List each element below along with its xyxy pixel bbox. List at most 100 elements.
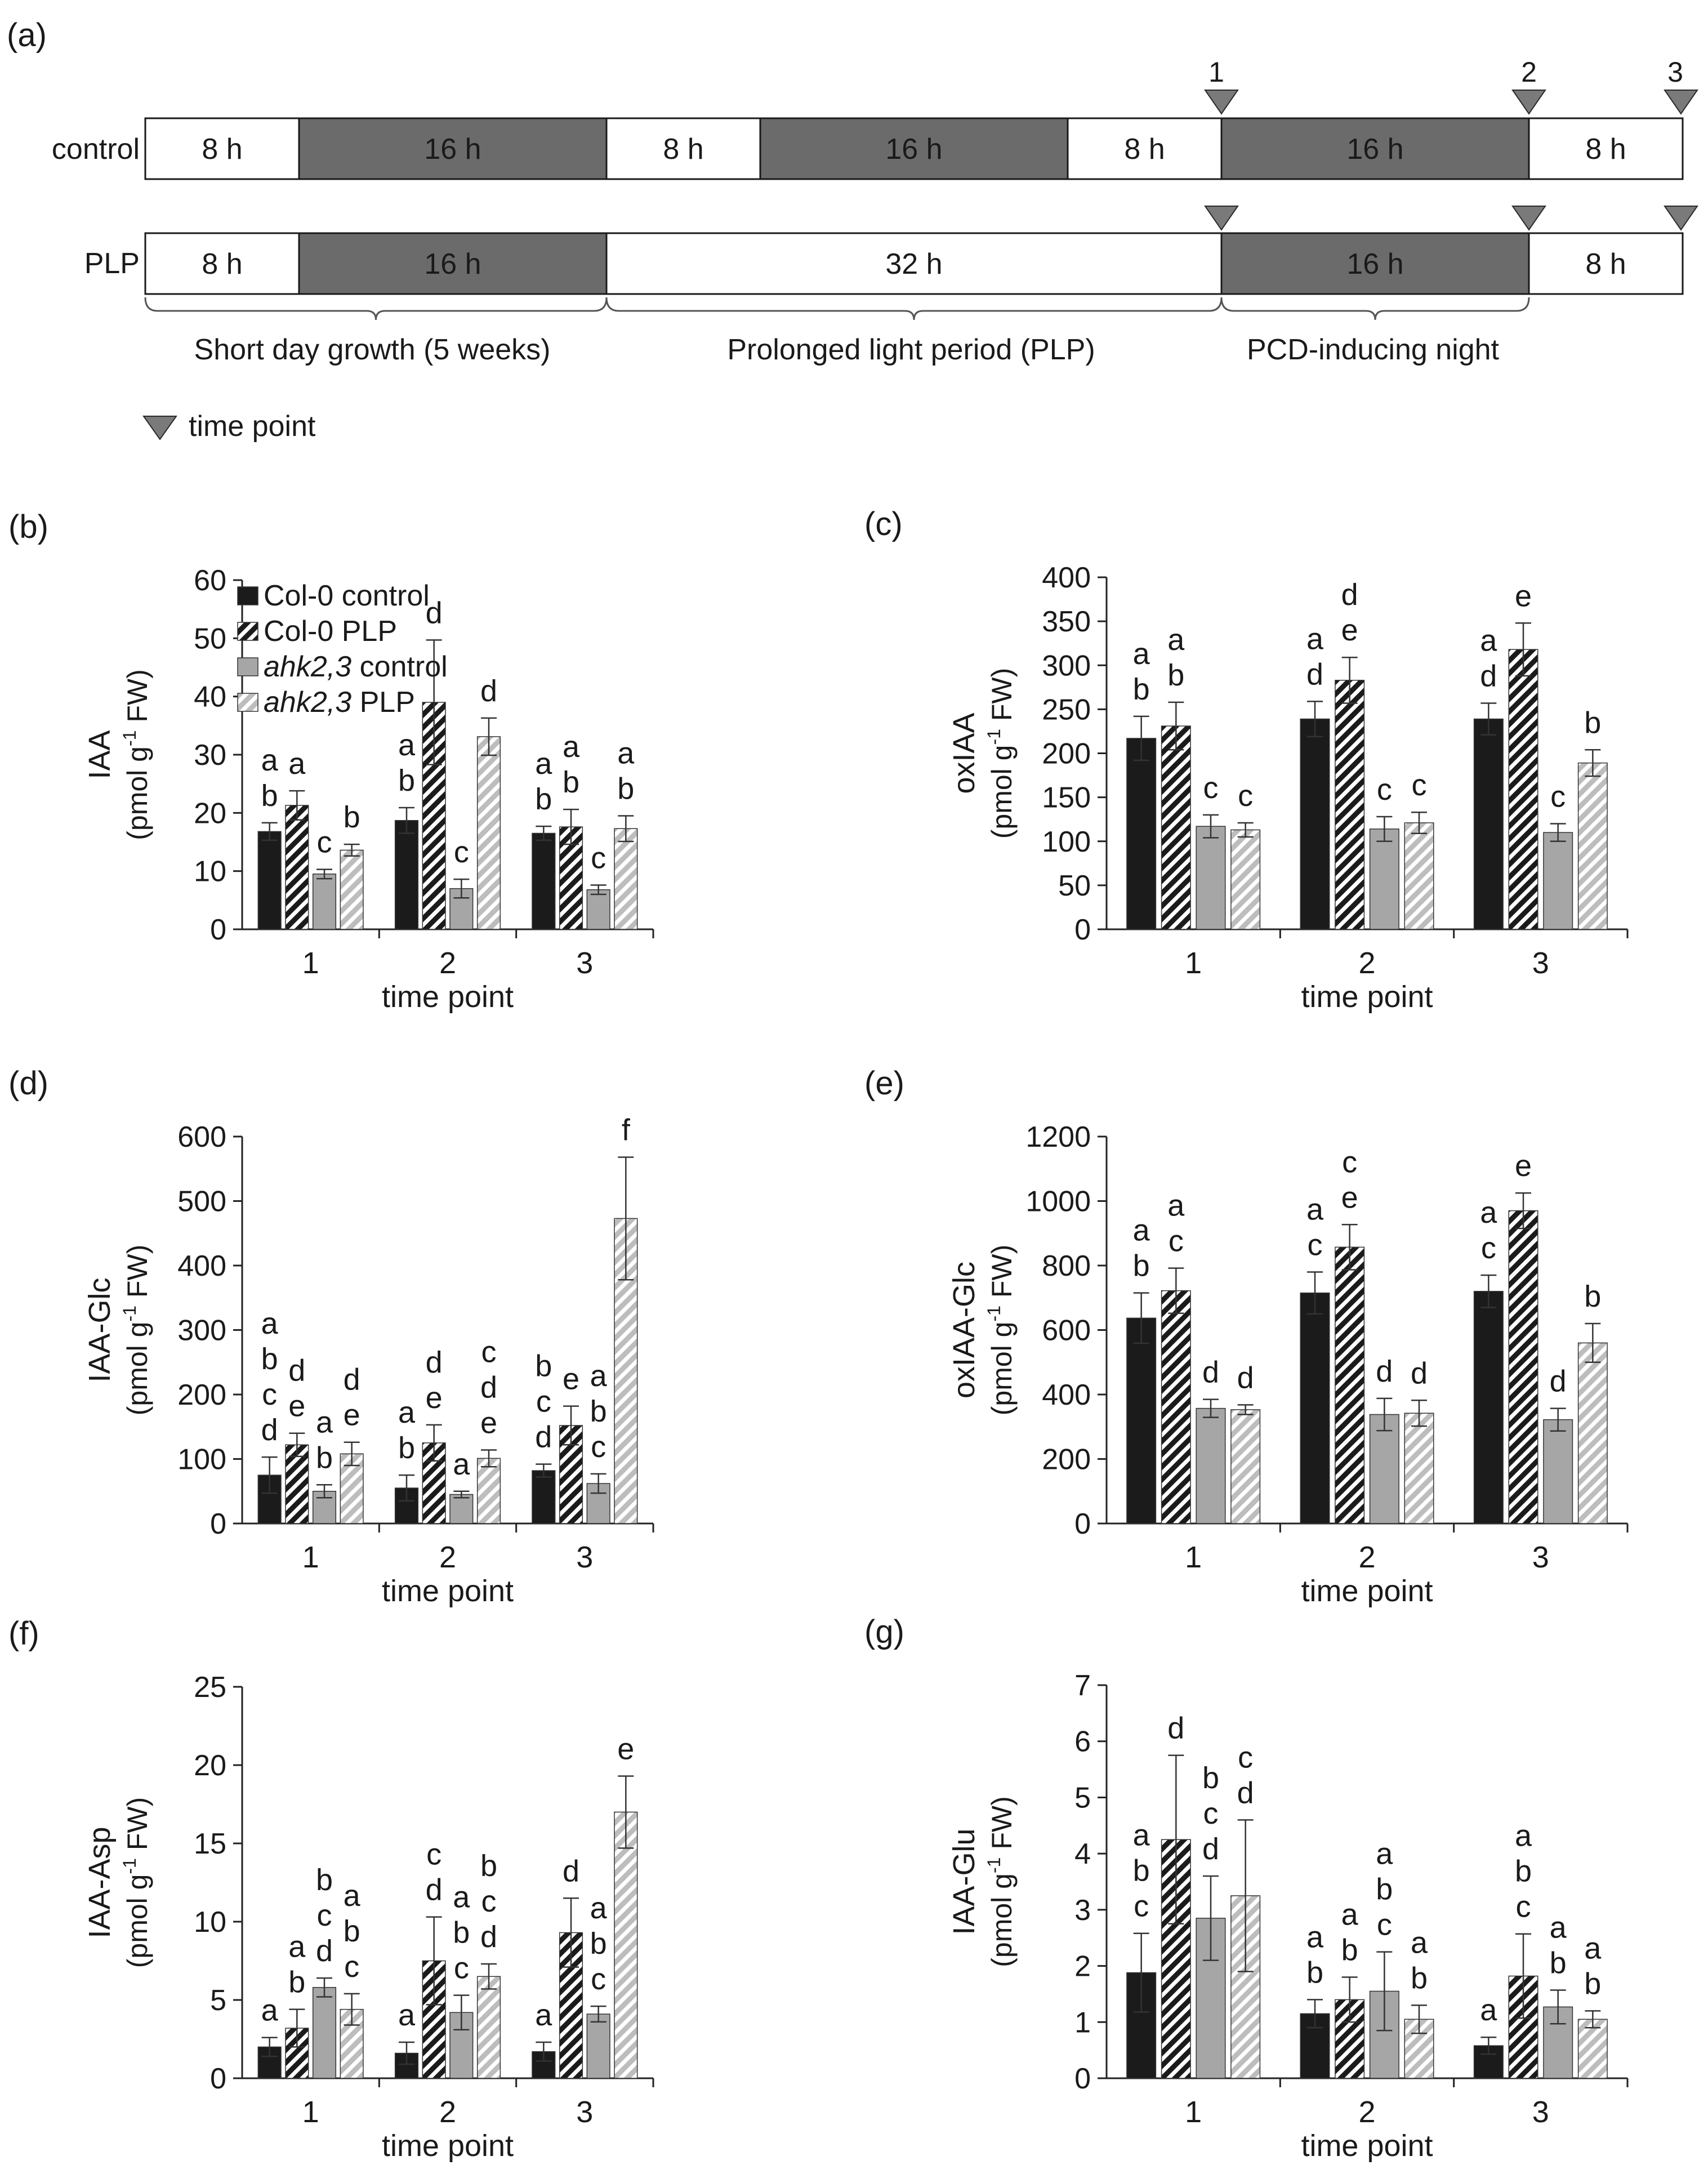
bar-ahk2-3-plp-tp3 [614,1811,638,2079]
x-axis-label: time point [1301,2129,1433,2163]
significance-letter: b [1584,1280,1601,1313]
control-row-cell [1528,117,1684,180]
plp-row-cell-label: 8 h [202,248,242,280]
control-row-cell-label: 8 h [1124,133,1165,166]
bar-ahk2-3-control-tp1 [312,1987,337,2079]
phase-short-day: Short day growth (5 weeks) [194,333,551,366]
time-point-number-1: 1 [1208,56,1224,88]
significance-letter: a [1480,1993,1497,2027]
significance-letter: e [617,1732,634,1766]
bar-col-0-control-tp3 [532,832,556,930]
x-axis-label: time point [382,2129,514,2163]
bar-ahk2-3-plp-tp2 [476,1976,501,2079]
bar-ahk2-3-plp-tp1 [1230,1409,1261,1524]
y-axis-unit-part: FW) [122,1797,153,1858]
significance-letter: b [316,1441,333,1474]
y-tick-label: 50 [194,622,226,655]
significance-letter: d [261,1413,278,1447]
bar-ahk2-3-plp-tp3 [1577,1342,1608,1524]
panel-letter: (f) [8,1615,39,1652]
significance-letter: d [1480,659,1497,693]
significance-letter: c [317,826,332,859]
x-tick-label: 3 [576,1540,593,1574]
y-axis-unit: (pmol g-1 FW) [119,1797,153,1968]
significance-letter: b [535,782,552,816]
y-tick-label: 200 [1042,1444,1091,1476]
significance-letter: c [591,1962,606,1996]
y-tick-label: 40 [194,681,226,714]
y-axis-unit-part: (pmol g [986,1322,1018,1416]
bar-col-0-control-tp1 [1126,738,1157,930]
plp-row-cell [144,232,300,295]
bar-ahk2-3-control-tp2 [1369,1414,1399,1524]
x-tick-label: 1 [302,1540,319,1574]
significance-letter: a [1480,1196,1497,1229]
significance-letter: e [1515,579,1532,613]
y-tick-label: 6 [1074,1726,1091,1758]
significance-letter: a [1376,1837,1393,1871]
phase-prolonged-light: Prolonged light period (PLP) [727,333,1095,366]
bar-ahk2-3-plp-tp2 [1404,822,1434,930]
y-tick-label: 10 [194,856,226,888]
y-tick-label: 4 [1074,1838,1091,1870]
panel-letter: (e) [864,1065,904,1102]
bar-ahk2-3-control-tp1 [312,874,337,930]
significance-letter: c [344,1950,359,1984]
significance-letter: d [1306,657,1323,691]
y-tick-label: 200 [177,1379,226,1411]
legend-entry-genotype: ahk2,3 [264,651,351,683]
y-axis-unit: (pmol g-1 FW) [119,1245,153,1415]
bar-ahk2-3-control-tp2 [449,1494,474,1524]
x-tick-label: 1 [1185,946,1202,980]
y-axis-label: oxIAA-Glc [947,1262,981,1398]
y-tick-label: 15 [194,1828,226,1860]
control-row-cell-label: 8 h [202,133,242,166]
bar-col-0-control-tp3 [1473,718,1504,930]
bar-ahk2-3-plp-tp3 [1577,2019,1608,2079]
plp-row-label: PLP [84,247,140,280]
bar-ahk2-3-plp-tp1 [1230,829,1261,930]
y-tick-label: 3 [1074,1894,1091,1927]
significance-letter: b [1584,706,1601,739]
x-tick-label: 2 [1358,946,1375,980]
y-axis-unit-exponent: -1 [984,1857,1004,1873]
bar-col-0-plp-tp2 [1335,1246,1365,1524]
y-axis-unit: (pmol g-1 FW) [984,668,1018,839]
control-row-cell-label: 16 h [424,133,481,166]
significance-letter: d [480,1920,497,1954]
plp-row-cell [298,232,608,295]
significance-letter: a [1306,622,1324,656]
significance-letter: a [617,737,635,770]
y-tick-label: 0 [1074,1508,1091,1540]
bar-col-0-control-tp3 [1473,1291,1504,1524]
control-row-label: control [52,133,140,166]
y-axis-unit-part: FW) [122,669,153,730]
y-tick-label: 600 [1042,1315,1091,1347]
time-point-1-marker-icon [1204,206,1239,231]
y-axis-unit-exponent: -1 [984,1306,1004,1321]
bar-col-0-control-tp2 [1300,1292,1330,1524]
significance-letter: a [1550,1910,1567,1944]
significance-letter: a [288,747,306,781]
significance-letter: d [1237,1776,1254,1810]
bar-ahk2-3-plp-tp2 [1404,1413,1434,1524]
significance-letter: b [1584,1967,1601,2001]
significance-letter: b [398,1431,415,1465]
significance-letter: c [1377,1908,1392,1942]
time-point-2-marker-icon [1511,206,1546,231]
significance-letter: d [1167,1712,1184,1745]
significance-letter: c [317,1899,332,1932]
significance-letter: b [261,1342,278,1376]
x-tick-label: 3 [1532,1540,1549,1574]
y-tick-label: 0 [1074,2062,1091,2095]
y-tick-label: 600 [177,1121,226,1153]
phase-pcd-night: PCD-inducing night [1247,333,1500,366]
control-row-cell-label: 8 h [663,133,703,166]
significance-letter: b [1376,1873,1393,1906]
significance-letter: b [288,1966,305,1999]
y-axis-unit-part: (pmol g [122,746,153,840]
time-point-markers [1204,90,1698,231]
significance-letter: c [262,1378,277,1411]
control-row-cell [298,117,608,180]
